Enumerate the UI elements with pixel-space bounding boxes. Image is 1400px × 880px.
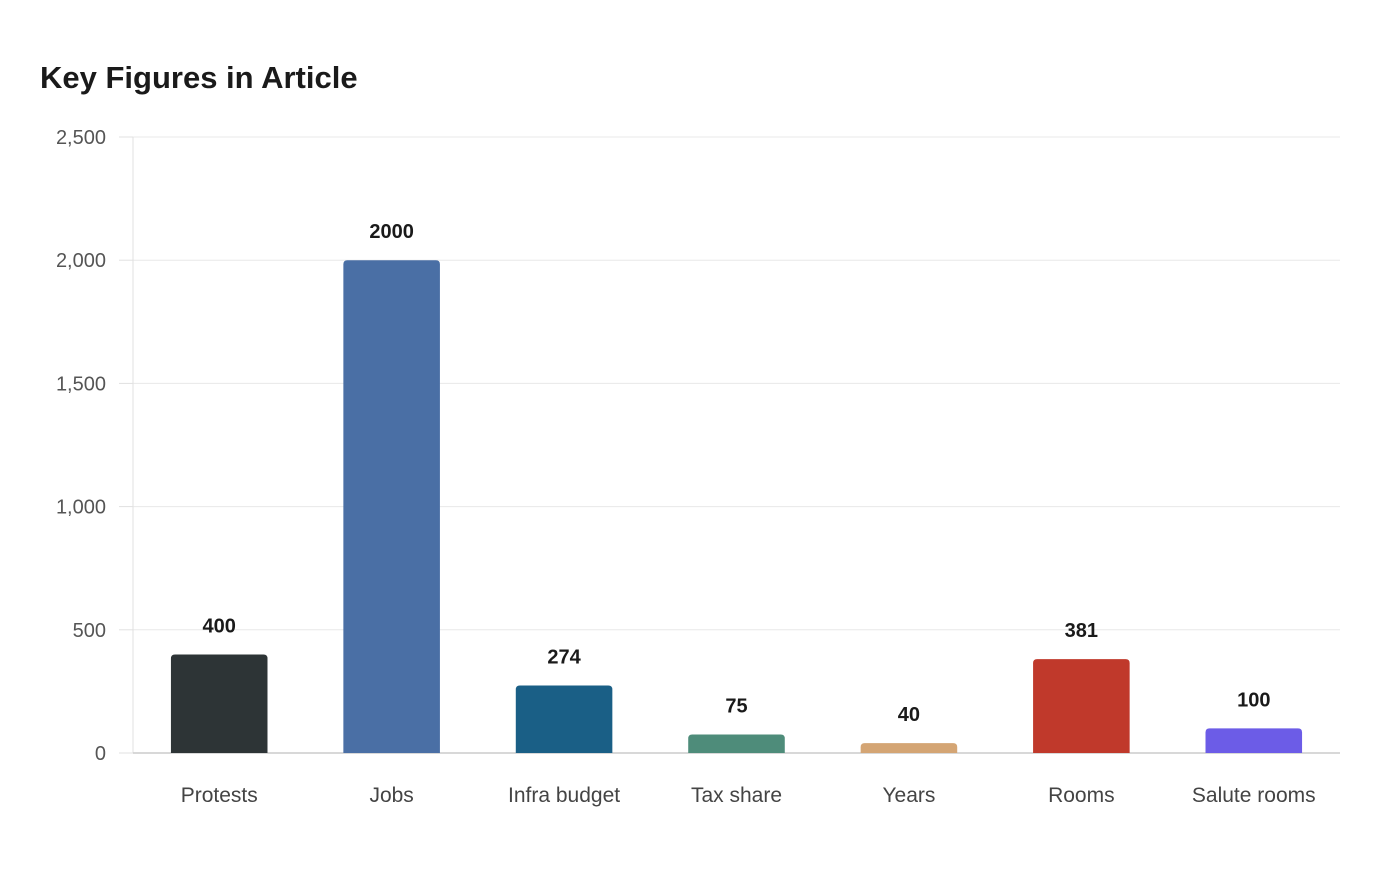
x-tick-label: Rooms: [1048, 784, 1115, 807]
x-tick-label: Salute rooms: [1192, 784, 1316, 807]
data-label: 2000: [369, 221, 414, 243]
y-tick-label: 1,000: [56, 497, 106, 519]
y-tick-label: 2,000: [56, 250, 106, 272]
gridlines: [133, 136, 1340, 631]
bar: [170, 654, 268, 753]
y-tick-label: 2,500: [56, 127, 106, 149]
bar: [860, 743, 958, 753]
data-label: 400: [203, 615, 236, 637]
bars: [170, 260, 1303, 753]
chart-title: Key Figures in Article: [40, 60, 358, 95]
data-label: 381: [1065, 620, 1098, 642]
x-tick-label: Tax share: [691, 784, 782, 807]
x-tick-label: Protests: [181, 784, 258, 807]
bar: [343, 260, 440, 753]
data-label: 40: [898, 704, 920, 726]
data-label: 274: [547, 646, 581, 668]
x-tick-label: Jobs: [369, 784, 413, 807]
labels: 0 500 1,000 1,500 2,000 2,500 400 Protests 2000 J…: [56, 127, 1316, 807]
axes: [119, 136, 1340, 754]
x-tick-label: Infra budget: [508, 784, 620, 807]
bar: [688, 734, 785, 753]
y-tick-label: 500: [73, 620, 106, 642]
bar: [1205, 728, 1303, 753]
data-label: 75: [725, 696, 747, 718]
bar: [1033, 659, 1130, 753]
data-label: 100: [1237, 689, 1270, 711]
y-tick-label: 0: [95, 743, 106, 765]
bar: [515, 685, 613, 753]
y-tick-label: 1,500: [56, 373, 106, 395]
x-tick-label: Years: [882, 784, 935, 807]
